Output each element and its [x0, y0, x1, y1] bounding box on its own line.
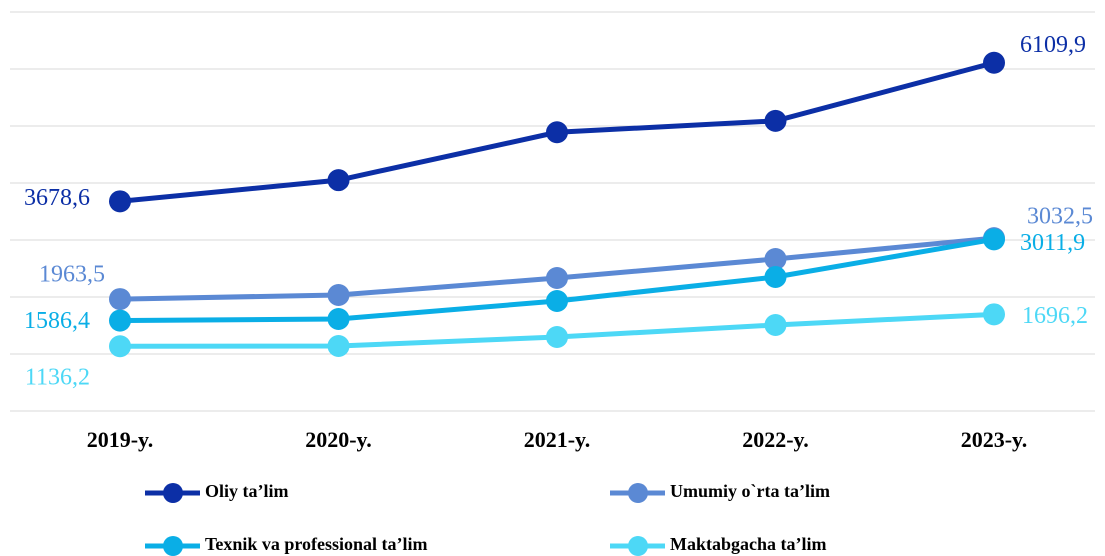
legend-marker [628, 536, 648, 556]
value-label: 6109,9 [1020, 32, 1086, 58]
value-label: 3032,5 [1027, 204, 1093, 230]
legend-marker [163, 483, 183, 503]
marker [764, 265, 787, 288]
marker [109, 309, 131, 332]
value-label: 1963,5 [39, 262, 105, 288]
marker [764, 313, 787, 336]
x-tick-label: 2023-y. [961, 427, 1028, 452]
legend-label: Texnik va professional ta’lim [205, 534, 428, 554]
legend-marker [163, 536, 183, 556]
legend-label: Maktabgacha ta’lim [670, 534, 827, 554]
x-tick-label: 2021-y. [524, 427, 591, 452]
legend-marker [628, 483, 648, 503]
marker [546, 326, 568, 349]
marker [327, 169, 350, 192]
marker [109, 288, 131, 311]
value-label: 1136,2 [25, 365, 90, 391]
value-label: 3011,9 [1020, 230, 1085, 256]
marker [764, 109, 787, 132]
x-tick-label: 2020-y. [305, 427, 372, 452]
marker [983, 51, 1005, 74]
marker [983, 303, 1005, 326]
marker [983, 228, 1005, 251]
legend-label: Umumiy o`rta ta’lim [670, 481, 830, 501]
marker [327, 335, 350, 358]
marker [764, 247, 787, 270]
value-label: 3678,6 [24, 185, 90, 211]
x-tick-label: 2022-y. [742, 427, 809, 452]
marker [546, 121, 568, 144]
value-label: 1586,4 [24, 308, 90, 334]
marker [546, 267, 568, 290]
marker [546, 289, 568, 312]
marker [327, 284, 350, 307]
legend-label: Oliy ta’lim [205, 481, 289, 501]
marker [109, 335, 131, 358]
marker [109, 190, 131, 213]
x-tick-label: 2019-y. [87, 427, 154, 452]
value-label: 1696,2 [1022, 303, 1088, 329]
marker [327, 308, 350, 331]
